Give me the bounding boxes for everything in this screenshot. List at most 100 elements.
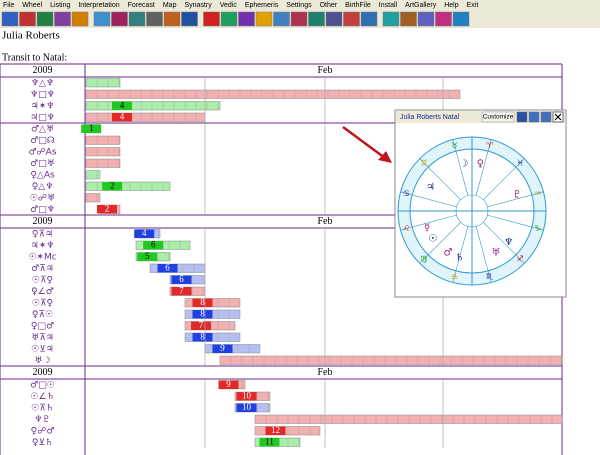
transit-bar[interactable]: [85, 112, 206, 122]
aspect: ♆♇: [34, 415, 50, 425]
menu-item[interactable]: Synastry: [184, 2, 212, 9]
menu-item[interactable]: Settings: [286, 2, 312, 9]
tool-button[interactable]: [308, 11, 325, 27]
aspect: ♀⊻♄: [32, 438, 53, 448]
tool-button[interactable]: [128, 11, 146, 27]
tool-button[interactable]: [325, 11, 343, 27]
tool-button[interactable]: [71, 11, 89, 27]
transit-bar[interactable]: [219, 355, 563, 365]
menu-item[interactable]: Install: [379, 2, 398, 9]
aspect: ☉☍♅: [30, 193, 55, 203]
bar-label: 11: [265, 436, 274, 446]
tool-button[interactable]: [54, 11, 71, 27]
tool-button[interactable]: [360, 11, 378, 27]
subtitle: Transit to Natal:: [2, 52, 67, 63]
tool-button[interactable]: [255, 11, 273, 27]
bar-active: [97, 205, 117, 214]
bar-label: 6: [165, 262, 170, 272]
tool-button[interactable]: [220, 11, 238, 27]
bar-active: [218, 380, 239, 389]
tool-button[interactable]: [435, 11, 452, 27]
aspect: ☉⊼♄: [31, 403, 54, 413]
aspect: ♂□☉: [30, 380, 55, 390]
zodiac-sign: ♌: [403, 224, 410, 233]
transit-bar[interactable]: [85, 170, 101, 180]
aspect: ♂□♅: [30, 159, 55, 169]
menu-item[interactable]: Ephemeris: [245, 2, 279, 9]
bar-active: [102, 182, 123, 191]
popup-icon[interactable]: [540, 111, 552, 123]
aspect: ♃□♆: [30, 113, 55, 123]
transit-bar[interactable]: [85, 101, 221, 111]
planet: ♇: [513, 190, 522, 201]
planet: ☽: [459, 159, 468, 170]
tool-button[interactable]: [343, 11, 360, 27]
house-cusp: [419, 222, 461, 264]
menu-item[interactable]: Interpretation: [78, 2, 119, 9]
tool-button[interactable]: [238, 11, 255, 27]
bar-active: [265, 426, 286, 435]
zodiac-sign: ♋: [403, 189, 410, 198]
aspect: ♂□☊: [30, 136, 55, 146]
bar-active: [192, 310, 213, 319]
menu-item[interactable]: Listing: [50, 2, 70, 9]
transit-bar[interactable]: [85, 158, 121, 168]
planet: ♄: [455, 252, 464, 263]
popup-title: Julia Roberts Natal: [400, 114, 460, 121]
tool-button[interactable]: [93, 11, 111, 27]
menu-item[interactable]: Exit: [467, 2, 479, 9]
bar-label: 8: [200, 308, 205, 318]
menu-item[interactable]: Map: [163, 2, 177, 9]
transit-bar[interactable]: [85, 135, 121, 145]
tool-button[interactable]: [111, 11, 128, 27]
tool-button[interactable]: [382, 11, 400, 27]
tool-button[interactable]: [203, 11, 220, 27]
menu-item[interactable]: File: [3, 2, 14, 9]
transit-bar[interactable]: [85, 147, 121, 157]
zodiac-sign: ♊: [420, 158, 427, 167]
bar-active: [236, 392, 257, 401]
bar-active: [81, 124, 102, 133]
transit-bar[interactable]: [254, 426, 321, 436]
aspect: ♀⊼☉: [32, 310, 53, 320]
tool-button[interactable]: [181, 11, 198, 27]
menu-item[interactable]: Help: [444, 2, 459, 9]
tool-button[interactable]: [36, 11, 54, 27]
year: 2009: [33, 216, 53, 227]
tool-button[interactable]: [290, 11, 308, 27]
transit-bar[interactable]: [254, 414, 563, 424]
tool-button[interactable]: [400, 11, 417, 27]
tool-button[interactable]: [19, 11, 36, 27]
tool-button[interactable]: [163, 11, 181, 27]
customize-label[interactable]: Customize: [483, 114, 514, 121]
transit-bar[interactable]: [85, 78, 121, 88]
tool-button[interactable]: [273, 11, 290, 27]
bar-active: [259, 438, 280, 447]
tool-button[interactable]: [1, 11, 19, 27]
transit-bar[interactable]: [85, 193, 101, 203]
planet: ☉: [428, 234, 437, 245]
arrow: [342, 125, 386, 160]
bar-label: 10: [242, 402, 252, 412]
menu-item[interactable]: Vedic: [220, 2, 238, 9]
bar-active: [171, 275, 192, 284]
planet: ♆: [504, 237, 513, 248]
tool-button[interactable]: [417, 11, 435, 27]
popup-icon[interactable]: [516, 111, 528, 123]
customize-button[interactable]: [481, 111, 515, 123]
menu-item[interactable]: ArtGallery: [405, 2, 437, 9]
popup-icon[interactable]: [528, 111, 540, 123]
menu-item[interactable]: Other: [320, 2, 338, 9]
house-cusp: [400, 214, 457, 231]
planet: ♃: [426, 182, 435, 193]
tool-button[interactable]: [452, 11, 470, 27]
menu-item[interactable]: BirthFile: [345, 2, 371, 9]
transit-bar[interactable]: [85, 181, 171, 191]
zodiac-sign: ♍: [420, 255, 427, 264]
zodiac-sign: ♓: [516, 158, 523, 167]
menu-item[interactable]: Forecast: [128, 2, 155, 9]
aspect: ♅⊼♃: [31, 333, 54, 343]
tool-button[interactable]: [146, 11, 163, 27]
menu-item[interactable]: Wheel: [22, 2, 42, 9]
